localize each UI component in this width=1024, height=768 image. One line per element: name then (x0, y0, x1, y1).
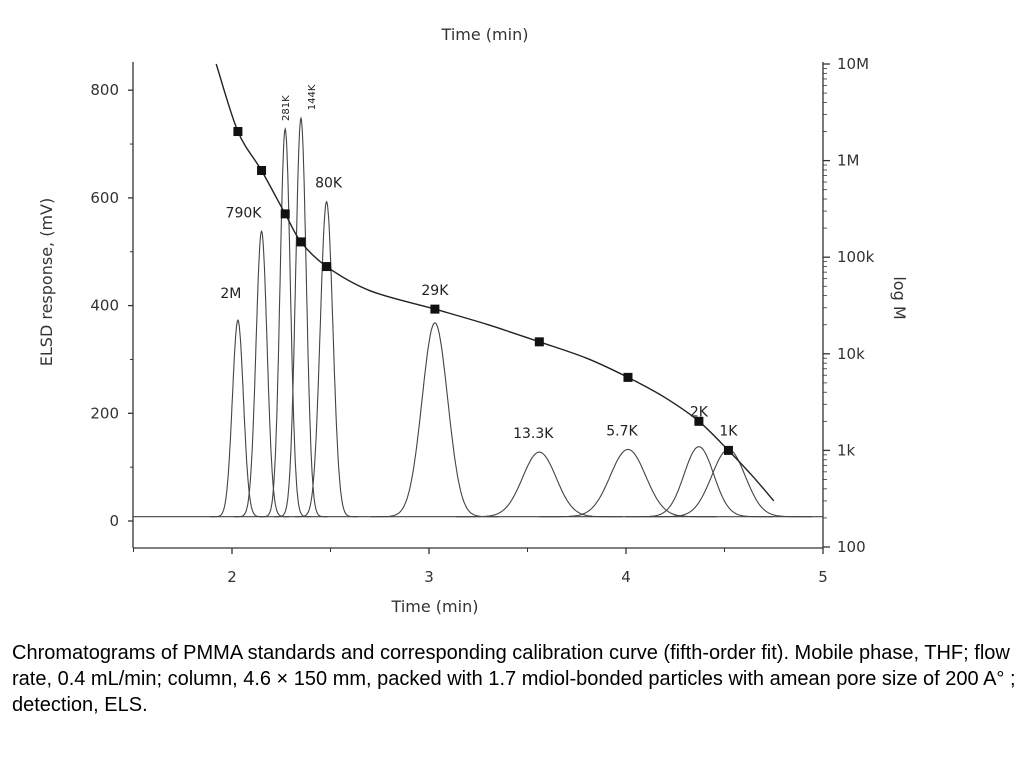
calibration-point (257, 165, 267, 175)
calibration-point (233, 127, 243, 137)
y2-axis-title: log M (890, 276, 909, 319)
y-tick-label: 600 (90, 189, 119, 207)
peak-label: 80K (315, 176, 343, 192)
figure-caption: Chromatograms of PMMA standards and corr… (12, 642, 1016, 716)
calibration-point (623, 372, 633, 382)
calibration-point (280, 209, 290, 219)
peak-trace (455, 451, 623, 518)
peak-label: 2K (690, 405, 709, 421)
x-tick-label: 5 (818, 568, 828, 586)
y-tick-label: 800 (90, 81, 119, 99)
calibration-line (215, 63, 775, 502)
y-tick-label: 400 (90, 297, 119, 315)
peak-label: 5.7K (606, 423, 638, 439)
y-axis-title: ELSD response, (mV) (37, 198, 56, 366)
peak-label: 1K (719, 423, 738, 439)
peak-label: 13.3K (513, 426, 554, 442)
y-tick-label: 200 (90, 404, 119, 422)
peak-trace (274, 116, 328, 518)
calibration-curve (215, 63, 775, 502)
peak-trace (259, 127, 311, 518)
calibration-point (694, 416, 704, 426)
y2-tick-label: 10M (837, 55, 869, 73)
peak-label: 790K (226, 205, 263, 221)
top-axis-title-clipped: Time (min) (441, 25, 529, 44)
axes: 0 200 400 600 800 2 3 4 5 100 1k 10k 100k 1M 10M (90, 55, 874, 586)
peak-trace (295, 200, 359, 518)
x-axis-title: Time (min) (391, 597, 479, 616)
peak-label: 29K (421, 283, 449, 299)
y2-tick-label: 100 (837, 538, 866, 556)
peak-trace (210, 319, 266, 518)
peak-trace (370, 322, 499, 518)
peak-trace (625, 446, 773, 518)
peak-label: 144K (307, 84, 318, 110)
y2-tick-label: 1k (837, 441, 856, 459)
y2-tick-label: 10k (837, 345, 865, 363)
chart-svg: Time (min) 0 200 400 600 800 2 3 4 5 100 1k 10k 100k… (37, 25, 909, 616)
peak-label: 281K (281, 95, 292, 121)
calibration-point (534, 337, 544, 347)
chromatogram-chart: Time (min) 0 200 400 600 800 2 3 4 5 100 1k 10k 100k… (37, 25, 909, 616)
peak-labels: 2M 790K 281K 144K 80K 29K 13.3K 5.7K 2K 1K (220, 84, 738, 442)
y2-tick-label: 1M (837, 152, 860, 170)
calibration-point (322, 262, 332, 272)
peak-label: 2M (220, 286, 241, 302)
peak-trace (234, 229, 290, 518)
x-tick-label: 2 (227, 568, 237, 586)
calibration-point (430, 304, 440, 314)
x-tick-label: 3 (424, 568, 434, 586)
chromatogram-traces (133, 116, 823, 518)
x-tick-label: 4 (621, 568, 631, 586)
y-tick-label: 0 (109, 512, 119, 530)
calibration-point (296, 237, 306, 247)
y2-tick-label: 100k (837, 248, 875, 266)
calibration-point (723, 445, 733, 455)
